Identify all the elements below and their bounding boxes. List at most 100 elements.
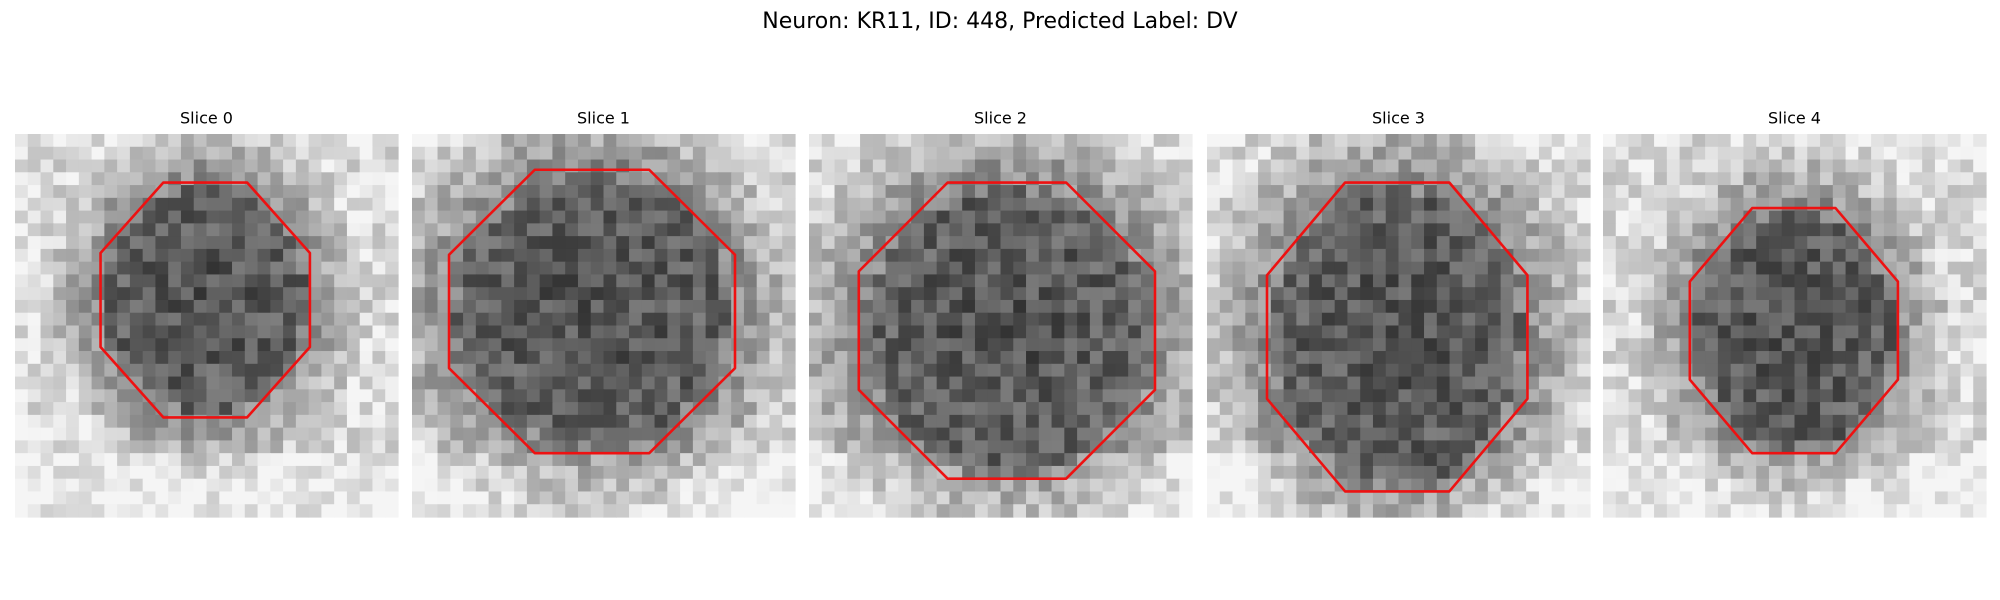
image-pixel — [488, 338, 502, 352]
image-pixel — [1743, 363, 1757, 378]
image-pixel — [91, 491, 105, 505]
image-pixel — [1026, 351, 1040, 365]
image-pixel — [987, 159, 1002, 173]
image-pixel — [1883, 363, 1898, 378]
image-pixel — [962, 236, 976, 250]
image-pixel — [1360, 223, 1374, 237]
image-pixel — [1807, 299, 1821, 314]
image-pixel — [756, 363, 771, 378]
image-pixel — [1102, 389, 1116, 403]
image-pixel — [1153, 414, 1168, 429]
image-pixel — [117, 134, 131, 148]
image-pixel — [962, 274, 976, 288]
image-pixel — [40, 427, 54, 441]
image-pixel — [705, 185, 719, 199]
image-pixel — [385, 478, 399, 493]
image-pixel — [885, 197, 899, 212]
image-pixel — [731, 261, 745, 276]
image-pixel — [821, 440, 836, 454]
image-pixel — [1026, 299, 1040, 314]
image-pixel — [590, 402, 605, 416]
image-pixel — [847, 236, 861, 250]
image-pixel — [308, 134, 322, 148]
image-pixel — [1166, 478, 1180, 493]
image-pixel — [1449, 134, 1463, 148]
image-pixel — [821, 478, 836, 493]
image-pixel — [270, 172, 284, 186]
image-pixel — [923, 351, 938, 365]
image-pixel — [936, 478, 951, 493]
image-pixel — [168, 248, 182, 263]
image-pixel — [1115, 376, 1129, 390]
image-pixel — [731, 389, 745, 403]
image-pixel — [40, 223, 54, 237]
image-pixel — [1051, 223, 1065, 237]
image-pixel — [769, 504, 783, 518]
image-pixel — [1232, 312, 1246, 327]
image-pixel — [40, 363, 54, 378]
image-pixel — [526, 134, 541, 148]
image-pixel — [782, 440, 796, 454]
image-pixel — [1153, 363, 1168, 378]
image-pixel — [526, 197, 541, 212]
image-pixel — [911, 414, 925, 429]
image-pixel — [1500, 248, 1514, 263]
image-pixel — [667, 465, 681, 480]
image-pixel — [1538, 504, 1553, 518]
image-pixel — [91, 351, 105, 365]
image-pixel — [1000, 389, 1014, 403]
image-pixel — [1334, 427, 1349, 441]
image-pixel — [705, 478, 719, 493]
image-pixel — [641, 414, 656, 429]
image-pixel — [1179, 491, 1193, 505]
image-pixel — [283, 491, 297, 505]
image-pixel — [1115, 236, 1129, 250]
image-pixel — [847, 414, 861, 429]
image-pixel — [1960, 491, 1974, 505]
image-pixel — [206, 248, 220, 263]
image-pixel — [193, 159, 208, 173]
image-pixel — [193, 351, 208, 365]
image-pixel — [705, 159, 719, 173]
image-pixel — [987, 134, 1002, 148]
image-pixel — [91, 389, 105, 403]
image-pixel — [552, 223, 566, 237]
image-pixel — [1679, 261, 1693, 276]
image-pixel — [629, 210, 643, 224]
image-pixel — [1013, 312, 1027, 327]
image-pixel — [346, 491, 361, 505]
image-pixel — [1577, 172, 1591, 186]
image-pixel — [1692, 159, 1706, 173]
image-pixel — [257, 440, 271, 454]
image-pixel — [283, 402, 297, 416]
image-pixel — [308, 197, 322, 212]
image-pixel — [654, 504, 668, 518]
image-pixel — [769, 159, 783, 173]
image-pixel — [1064, 338, 1078, 352]
image-pixel — [949, 210, 963, 224]
image-pixel — [705, 351, 719, 365]
image-pixel — [193, 465, 208, 480]
image-pixel — [1909, 453, 1923, 467]
image-pixel — [1820, 172, 1834, 186]
image-pixel — [1947, 402, 1962, 416]
image-pixel — [731, 376, 745, 390]
image-pixel — [180, 197, 195, 212]
image-pixel — [962, 325, 976, 339]
image-pixel — [53, 491, 67, 505]
image-pixel — [1628, 299, 1642, 314]
image-pixel — [1858, 363, 1872, 378]
image-pixel — [731, 223, 745, 237]
image-pixel — [1551, 185, 1566, 199]
image-pixel — [1462, 185, 1476, 199]
image-pixel — [1883, 338, 1898, 352]
image-pixel — [1487, 197, 1502, 212]
image-pixel — [1717, 223, 1732, 237]
image-pixel — [155, 465, 169, 480]
image-pixel — [295, 172, 310, 186]
image-pixel — [718, 338, 732, 352]
image-pixel — [244, 440, 259, 454]
image-pixel — [1283, 453, 1297, 467]
image-pixel — [1807, 159, 1821, 173]
